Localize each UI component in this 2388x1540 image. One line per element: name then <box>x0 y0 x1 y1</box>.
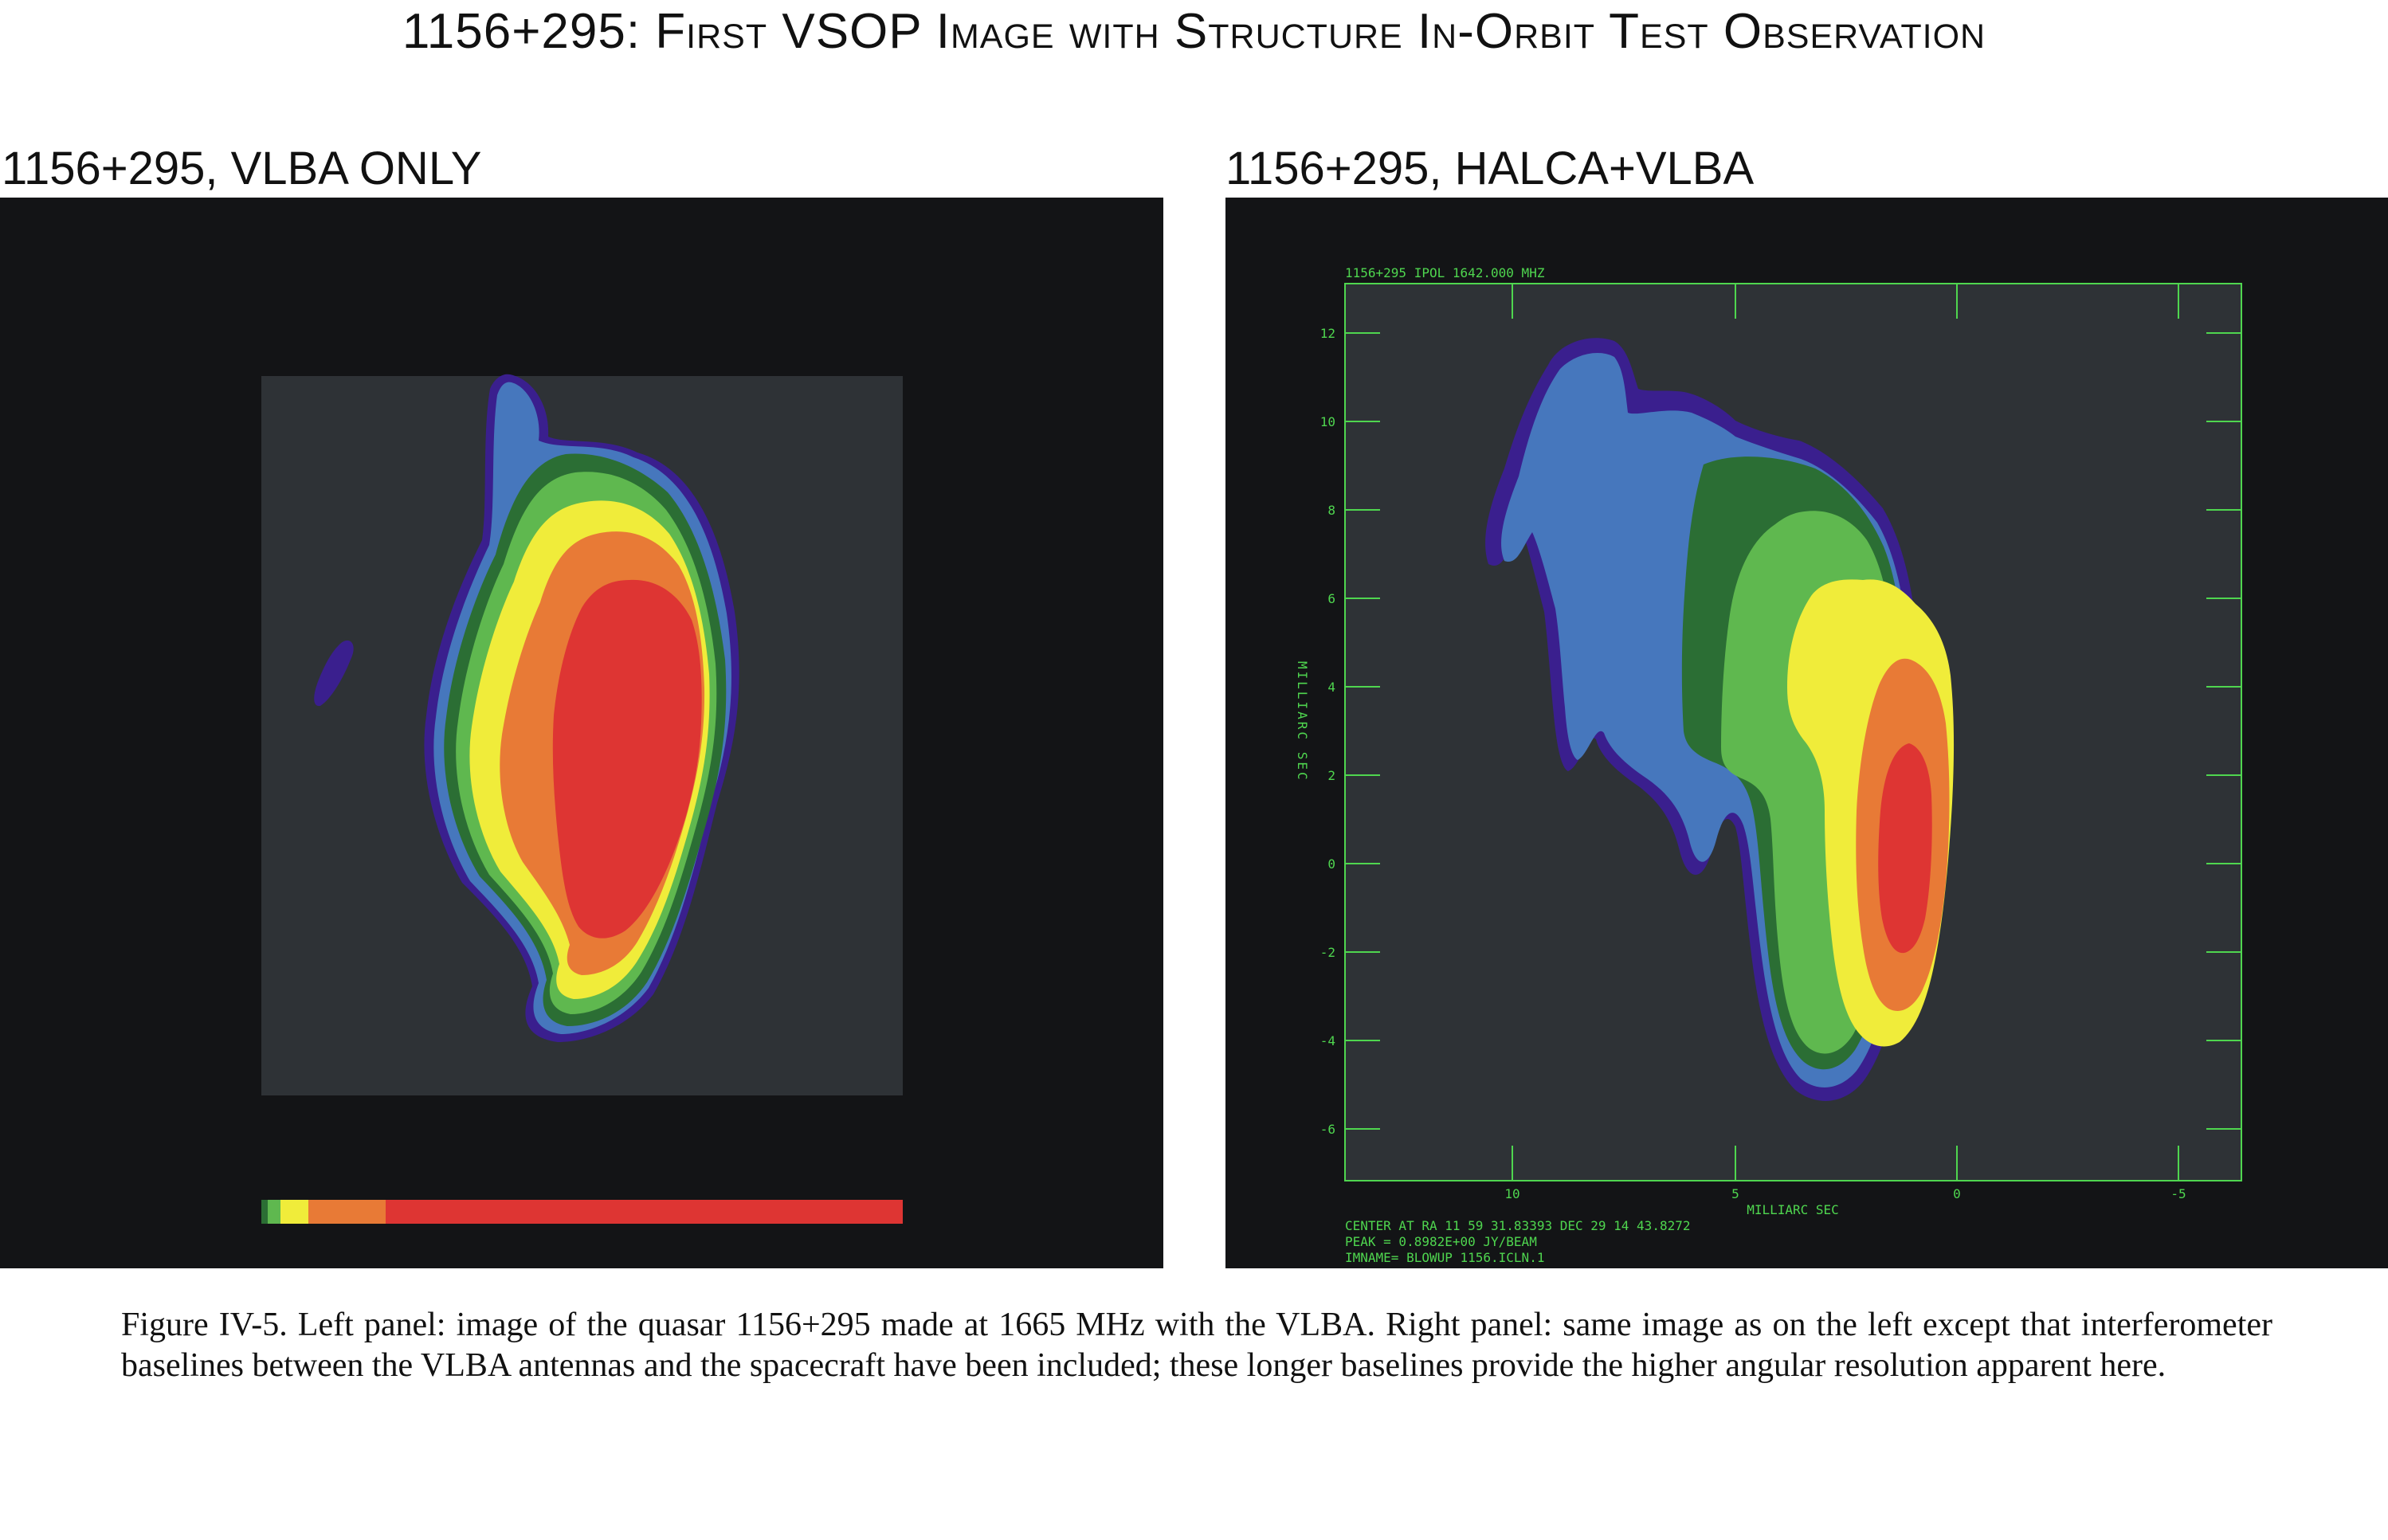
y-tick-label: -2 <box>1320 945 1335 960</box>
y-tick-label: 2 <box>1327 768 1335 783</box>
plot-footer: CENTER AT RA 11 59 31.83393 DEC 29 14 43… <box>1345 1218 1690 1265</box>
x-tick-label: 10 <box>1504 1186 1519 1201</box>
left-panel-title: 1156+295, VLBA ONLY <box>2 143 482 194</box>
x-axis-label: MILLIARC SEC <box>1747 1202 1839 1217</box>
source-contours <box>1485 338 1955 1101</box>
vlba-only-contour-map <box>261 374 903 1224</box>
source-contours <box>314 374 739 1042</box>
y-tick-labels: 12 10 8 6 4 2 0 -2 -4 -6 <box>1320 326 1335 1137</box>
y-tick-label: 10 <box>1320 414 1335 429</box>
y-tick-label: -6 <box>1320 1122 1335 1137</box>
figure-title: 1156+295: First VSOP Image with Structur… <box>402 4 1986 59</box>
footer-peak-line: PEAK = 0.8982E+00 JY/BEAM <box>1345 1234 1537 1249</box>
footer-imname-line: IMNAME= BLOWUP 1156.ICLN.1 <box>1345 1250 1544 1265</box>
y-tick-label: 12 <box>1320 326 1335 341</box>
y-tick-label: 0 <box>1327 856 1335 872</box>
colorbar-segment <box>261 1200 268 1224</box>
x-tick-labels: 10 5 0 -5 <box>1504 1186 2186 1201</box>
y-axis-ticks <box>1345 332 2241 1130</box>
colorbar-segment <box>308 1200 386 1224</box>
colorbar-segment <box>386 1200 903 1224</box>
y-tick-label: 8 <box>1327 503 1335 518</box>
x-axis-ticks <box>1512 284 2179 1181</box>
y-tick-label: -4 <box>1320 1033 1335 1048</box>
plot-header: 1156+295 IPOL 1642.000 MHZ <box>1345 265 1545 280</box>
y-axis-label: MILLIARC SEC <box>1295 661 1310 782</box>
y-tick-label: 6 <box>1327 591 1335 606</box>
y-tick-label: 4 <box>1327 680 1335 695</box>
colorbar-segment <box>268 1200 280 1224</box>
halca-vlba-contour-plot: 1156+295 IPOL 1642.000 MHZ 12 10 8 6 4 2… <box>1295 265 2242 1265</box>
x-tick-label: 0 <box>1953 1186 1961 1201</box>
intensity-colorbar <box>261 1200 903 1224</box>
x-tick-label: 5 <box>1731 1186 1739 1201</box>
vlba-only-image-panel <box>0 198 1163 1268</box>
figure-caption: Figure IV-5. Left panel: image of the qu… <box>121 1307 2272 1384</box>
colorbar-segment <box>280 1200 308 1224</box>
right-panel-title: 1156+295, HALCA+VLBA <box>1225 143 1755 194</box>
x-tick-label: -5 <box>2170 1186 2186 1201</box>
footer-center-line: CENTER AT RA 11 59 31.83393 DEC 29 14 43… <box>1345 1218 1690 1233</box>
halca-vlba-image-panel: 1156+295 IPOL 1642.000 MHZ 12 10 8 6 4 2… <box>1225 198 2388 1268</box>
